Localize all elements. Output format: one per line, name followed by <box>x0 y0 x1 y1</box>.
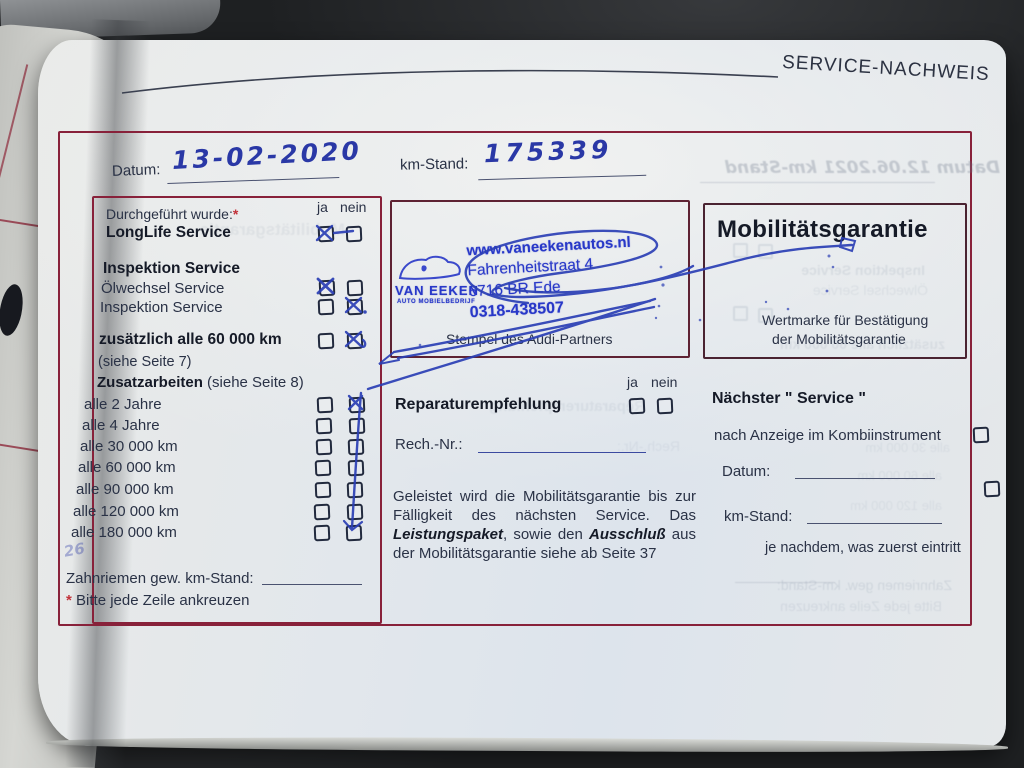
car-logo-icon <box>398 255 461 280</box>
required-asterisk-icon: * <box>232 206 239 222</box>
zahnriemen-field-line[interactable] <box>262 570 362 585</box>
ghost-bleed-text: alle 30 000 km <box>865 440 950 455</box>
ghost-bleed-text: Ölwechsel Service <box>812 282 928 298</box>
mobility-note-line2: der Mobilitätsgarantie <box>772 331 906 347</box>
zusaetzlich-note: (siehe Seite 7) <box>98 354 192 370</box>
stamp-logo-subline: auto mobielbedrijf <box>397 299 476 305</box>
service-book-page <box>38 40 1006 746</box>
nein-column-header: nein <box>340 199 367 215</box>
ghost-checkbox <box>733 306 748 321</box>
repair-nein-header: nein <box>651 374 678 390</box>
ghost-bleed-line <box>735 568 835 583</box>
ghost-checkbox <box>758 244 773 259</box>
row-alle-90000km: alle 90 000 km <box>76 481 174 498</box>
main-form-frame <box>58 131 972 626</box>
checkbox-inspektion-nein[interactable] <box>346 298 364 316</box>
checklist-heading: Durchgeführt wurde:* <box>106 206 238 222</box>
checkbox-inspektion-ja[interactable] <box>317 298 335 316</box>
checkbox-next-service-datum[interactable] <box>983 480 1001 498</box>
checkbox-repair-ja[interactable] <box>628 397 646 415</box>
zusatzarbeiten-bold: Zusatzarbeiten <box>97 374 203 391</box>
zusatzarbeiten-heading: Zusatzarbeiten (siehe Seite 8) <box>97 374 304 391</box>
stamp-caption: Stempel des Audi-Partners <box>446 331 613 347</box>
row-alle-2-jahre: alle 2 Jahre <box>84 396 162 413</box>
ghost-checkbox <box>733 243 748 258</box>
checkbox-alle-30000km-nein[interactable] <box>347 438 365 456</box>
guarantee-text-2: , sowie den <box>503 526 589 543</box>
checkbox-alle-2-jahre-ja[interactable] <box>316 396 334 414</box>
next-service-title: Nächster " Service " <box>712 390 866 407</box>
checkbox-alle-120000km-ja[interactable] <box>313 503 331 521</box>
checkbox-alle-180000km-ja[interactable] <box>313 524 331 542</box>
mobility-note-line1: Wertmarke für Bestätigung <box>762 312 929 328</box>
ghost-bleed-text: alle 120 000 km <box>850 498 942 513</box>
footnote: * Bitte jede Zeile ankreuzen <box>66 592 249 609</box>
datum-label: Datum: <box>111 161 161 180</box>
zahnriemen-label: Zahnriemen gew. km-Stand: <box>66 570 254 587</box>
checkbox-zusaetzlich-ja[interactable] <box>317 332 335 350</box>
row-alle-60000km: alle 60 000 km <box>78 459 176 476</box>
checklist-heading-text: Durchgeführt wurde: <box>106 206 233 222</box>
page-title: SERVICE-NACHWEIS <box>781 51 991 86</box>
row-alle-120000km: alle 120 000 km <box>73 503 179 520</box>
ghost-bleed-text: Inspektion Service <box>801 262 925 278</box>
row-longlife-label: LongLife Service <box>106 224 231 241</box>
row-inspektion-header: Inspektion Service <box>103 260 240 277</box>
guarantee-paragraph: Geleistet wird die Mobilitätsgarantie bi… <box>393 487 696 563</box>
ghost-bleed-text: alle 60 000 km <box>857 468 942 483</box>
checkbox-oelwechsel-ja[interactable] <box>318 279 336 297</box>
rech-nr-field-line[interactable] <box>478 436 646 453</box>
row-alle-30000km: alle 30 000 km <box>80 438 178 455</box>
guarantee-bold-ausschluss: Ausschluß <box>588 526 666 543</box>
checklist-frame <box>92 196 382 624</box>
next-service-datum-label: Datum: <box>722 463 771 480</box>
checkbox-alle-180000km-nein[interactable] <box>345 524 363 542</box>
checkbox-alle-60000km-ja[interactable] <box>314 459 332 477</box>
km-stand-label: km-Stand: <box>399 155 469 174</box>
ghost-bleed-text: zusätzlich alle 60 000 km <box>780 336 945 352</box>
row-oelwechsel-label: Ölwechsel Service <box>101 280 225 297</box>
row-alle-180000km: alle 180 000 km <box>71 524 177 541</box>
checkbox-alle-2-jahre-nein[interactable] <box>348 396 366 414</box>
checkbox-alle-4-jahre-ja[interactable] <box>315 417 333 435</box>
guarantee-text-3: aus der Mobilitätsgarantie siehe ab Seit… <box>393 526 696 562</box>
checkbox-longlife-ja[interactable] <box>317 225 335 243</box>
guarantee-bold-leistungspaket: Leistungspaket <box>393 526 504 543</box>
row-alle-4-jahre: alle 4 Jahre <box>82 417 160 434</box>
next-service-datum-line[interactable] <box>795 463 935 479</box>
stamp-logo-name: VAN EEKEN <box>395 283 479 298</box>
footnote-text: Bitte jede Zeile ankreuzen <box>76 592 250 609</box>
next-service-km-line[interactable] <box>807 508 942 524</box>
next-service-km-label: km-Stand: <box>724 508 793 525</box>
checkbox-alle-90000km-ja[interactable] <box>314 481 332 499</box>
ja-column-header: ja <box>317 199 328 215</box>
row-zusaetzlich-label: zusätzlich alle 60 000 km <box>99 331 282 348</box>
checkbox-alle-90000km-nein[interactable] <box>346 481 364 499</box>
ghost-bleed-text: Bitte jede Zeile ankreuzen <box>780 598 942 614</box>
repair-label: Reparaturempfehlung <box>395 396 562 413</box>
pen-scribble-mark: 26 <box>62 539 87 561</box>
repair-ja-header: ja <box>627 374 638 390</box>
checkbox-longlife-nein[interactable] <box>345 225 363 243</box>
rech-nr-label: Rech.-Nr.: <box>395 436 463 453</box>
required-asterisk-icon: * <box>66 592 72 609</box>
checkbox-repair-nein[interactable] <box>656 397 674 415</box>
checkbox-oelwechsel-nein[interactable] <box>346 279 364 297</box>
checkbox-alle-60000km-nein[interactable] <box>347 459 365 477</box>
ghost-checkbox <box>758 308 773 323</box>
checkbox-next-service-kombiinstrument[interactable] <box>972 426 990 444</box>
mobility-title: Mobilitätsgarantie <box>717 216 928 243</box>
guarantee-text-1: Geleistet wird die Mobilitätsgarantie bi… <box>393 488 696 524</box>
ghost-bleed-line <box>700 168 935 183</box>
row-inspektion-label: Inspektion Service <box>100 299 223 316</box>
checkbox-alle-4-jahre-nein[interactable] <box>348 417 366 435</box>
zusatzarbeiten-note: (siehe Seite 8) <box>207 374 304 391</box>
checkbox-alle-120000km-nein[interactable] <box>346 503 364 521</box>
next-service-footer: je nachdem, was zuerst eintritt <box>765 540 961 556</box>
checkbox-zusaetzlich-nein[interactable] <box>346 332 364 350</box>
checkbox-alle-30000km-ja[interactable] <box>315 438 333 456</box>
next-service-kombiinstrument: nach Anzeige im Kombiinstrument <box>714 427 941 444</box>
km-stand-field-line[interactable] <box>477 154 647 181</box>
